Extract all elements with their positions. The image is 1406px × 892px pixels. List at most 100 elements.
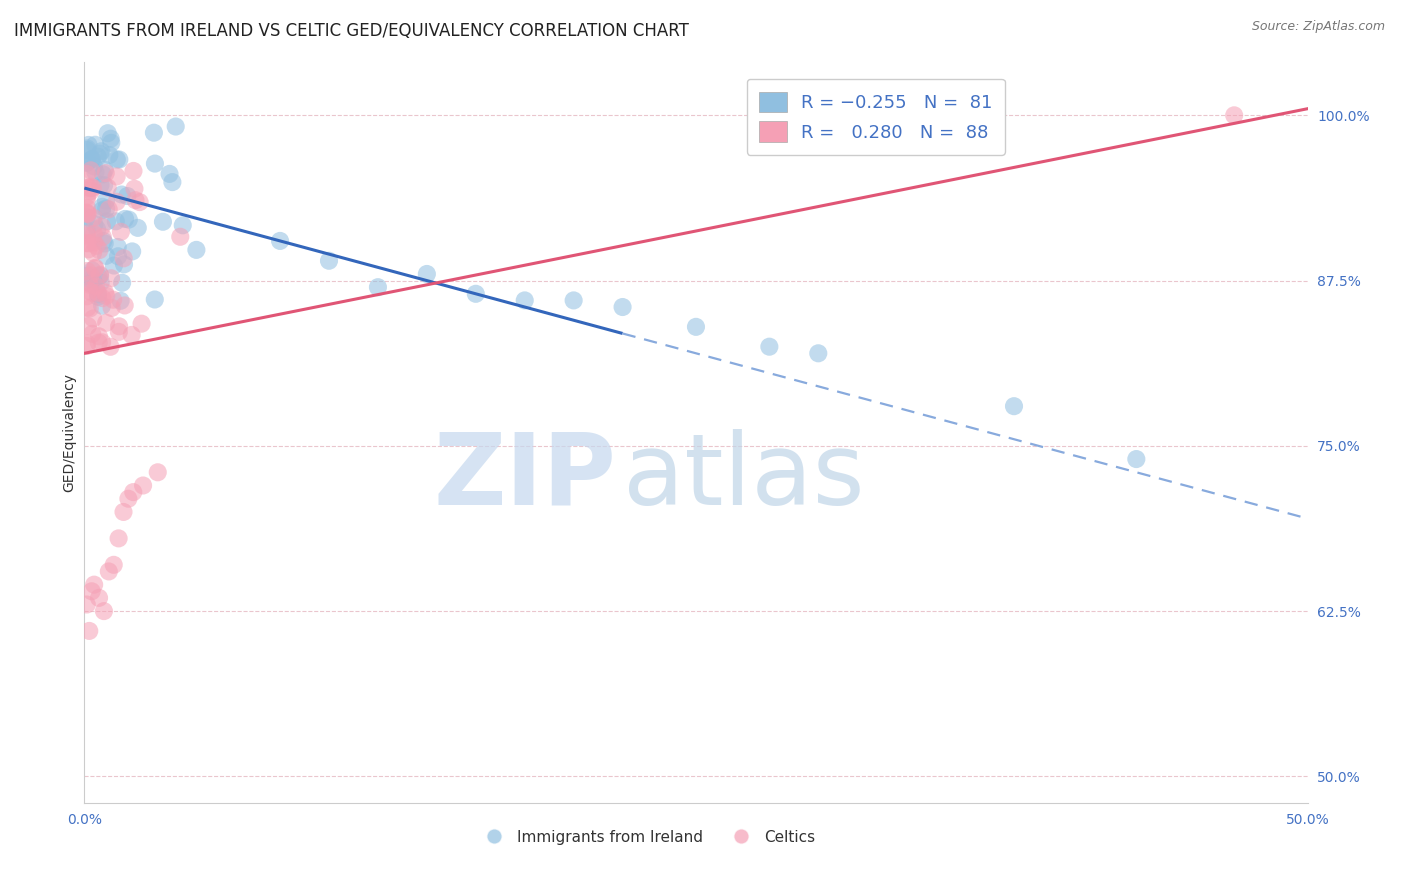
Point bbox=[80, 584, 103, 599]
Point bbox=[77, 284, 100, 298]
Point bbox=[89, 268, 111, 283]
Point bbox=[76, 268, 98, 283]
Point bbox=[80, 184, 103, 198]
Point bbox=[146, 465, 169, 479]
Text: IMMIGRANTS FROM IRELAND VS CELTIC GED/EQUIVALENCY CORRELATION CHART: IMMIGRANTS FROM IRELAND VS CELTIC GED/EQ… bbox=[14, 22, 689, 40]
Point bbox=[91, 299, 114, 313]
Point bbox=[172, 219, 194, 233]
Point bbox=[82, 263, 104, 277]
Point bbox=[76, 155, 98, 169]
Point bbox=[758, 340, 780, 354]
Point bbox=[86, 222, 108, 236]
Point bbox=[117, 491, 139, 506]
Point bbox=[108, 325, 131, 339]
Point bbox=[76, 336, 98, 351]
Point bbox=[685, 319, 707, 334]
Point bbox=[108, 153, 131, 167]
Point bbox=[94, 285, 117, 300]
Point bbox=[112, 252, 135, 266]
Point bbox=[114, 298, 136, 312]
Point bbox=[143, 293, 166, 307]
Point bbox=[84, 261, 107, 276]
Point bbox=[76, 189, 98, 203]
Point bbox=[807, 346, 830, 360]
Point bbox=[103, 558, 125, 572]
Point bbox=[131, 317, 153, 331]
Point bbox=[76, 141, 98, 155]
Point bbox=[77, 624, 100, 638]
Point bbox=[87, 269, 110, 284]
Point bbox=[82, 211, 104, 225]
Point bbox=[416, 267, 439, 281]
Point bbox=[96, 214, 118, 228]
Point bbox=[94, 249, 117, 263]
Point bbox=[76, 167, 98, 181]
Point bbox=[513, 293, 536, 308]
Point bbox=[112, 257, 135, 271]
Point bbox=[127, 220, 149, 235]
Point bbox=[77, 319, 100, 334]
Point bbox=[96, 202, 118, 216]
Point bbox=[111, 276, 134, 290]
Point bbox=[76, 264, 98, 278]
Point bbox=[80, 163, 103, 178]
Point bbox=[142, 126, 165, 140]
Point bbox=[90, 276, 112, 290]
Point bbox=[100, 271, 122, 285]
Point bbox=[87, 329, 110, 343]
Point bbox=[77, 137, 100, 152]
Point bbox=[93, 234, 115, 248]
Point bbox=[77, 180, 100, 194]
Point bbox=[77, 236, 100, 251]
Point bbox=[80, 181, 103, 195]
Point bbox=[103, 293, 125, 307]
Point bbox=[94, 194, 117, 208]
Point bbox=[128, 195, 150, 210]
Point bbox=[76, 192, 98, 206]
Point bbox=[269, 234, 291, 248]
Point bbox=[89, 178, 111, 192]
Point bbox=[169, 229, 191, 244]
Point bbox=[80, 285, 103, 300]
Point bbox=[105, 194, 128, 209]
Point bbox=[107, 532, 129, 546]
Point bbox=[82, 311, 104, 326]
Point bbox=[107, 240, 129, 254]
Point bbox=[76, 223, 98, 237]
Point bbox=[107, 249, 129, 263]
Point bbox=[121, 244, 143, 259]
Point bbox=[79, 277, 101, 292]
Point bbox=[84, 279, 107, 293]
Point bbox=[76, 156, 98, 170]
Point bbox=[464, 286, 486, 301]
Point bbox=[96, 316, 118, 330]
Point bbox=[83, 159, 105, 173]
Point bbox=[186, 243, 208, 257]
Point bbox=[93, 604, 115, 618]
Point bbox=[100, 340, 122, 354]
Point bbox=[90, 145, 112, 159]
Point bbox=[91, 335, 114, 350]
Point bbox=[91, 167, 114, 181]
Point bbox=[118, 212, 141, 227]
Point bbox=[124, 193, 146, 207]
Point bbox=[76, 289, 98, 303]
Point bbox=[76, 301, 98, 315]
Point bbox=[87, 285, 110, 300]
Point bbox=[122, 485, 145, 500]
Point bbox=[77, 243, 100, 257]
Point bbox=[84, 165, 107, 179]
Point bbox=[91, 203, 114, 218]
Text: ZIP: ZIP bbox=[433, 428, 616, 525]
Point bbox=[97, 126, 120, 140]
Point bbox=[100, 132, 122, 146]
Point bbox=[87, 335, 110, 350]
Point bbox=[87, 287, 110, 301]
Point bbox=[87, 290, 110, 304]
Point bbox=[82, 326, 104, 341]
Point bbox=[122, 164, 145, 178]
Point bbox=[91, 230, 114, 244]
Point bbox=[94, 166, 117, 180]
Text: atlas: atlas bbox=[623, 428, 865, 525]
Point bbox=[83, 577, 105, 591]
